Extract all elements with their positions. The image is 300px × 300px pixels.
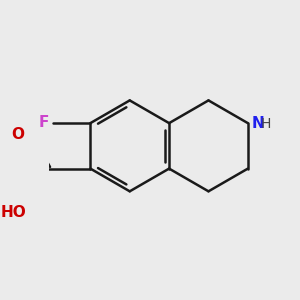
Text: O: O bbox=[11, 127, 25, 142]
Text: H: H bbox=[261, 117, 271, 131]
Text: N: N bbox=[251, 116, 264, 130]
Text: HO: HO bbox=[1, 205, 26, 220]
Text: F: F bbox=[39, 115, 50, 130]
